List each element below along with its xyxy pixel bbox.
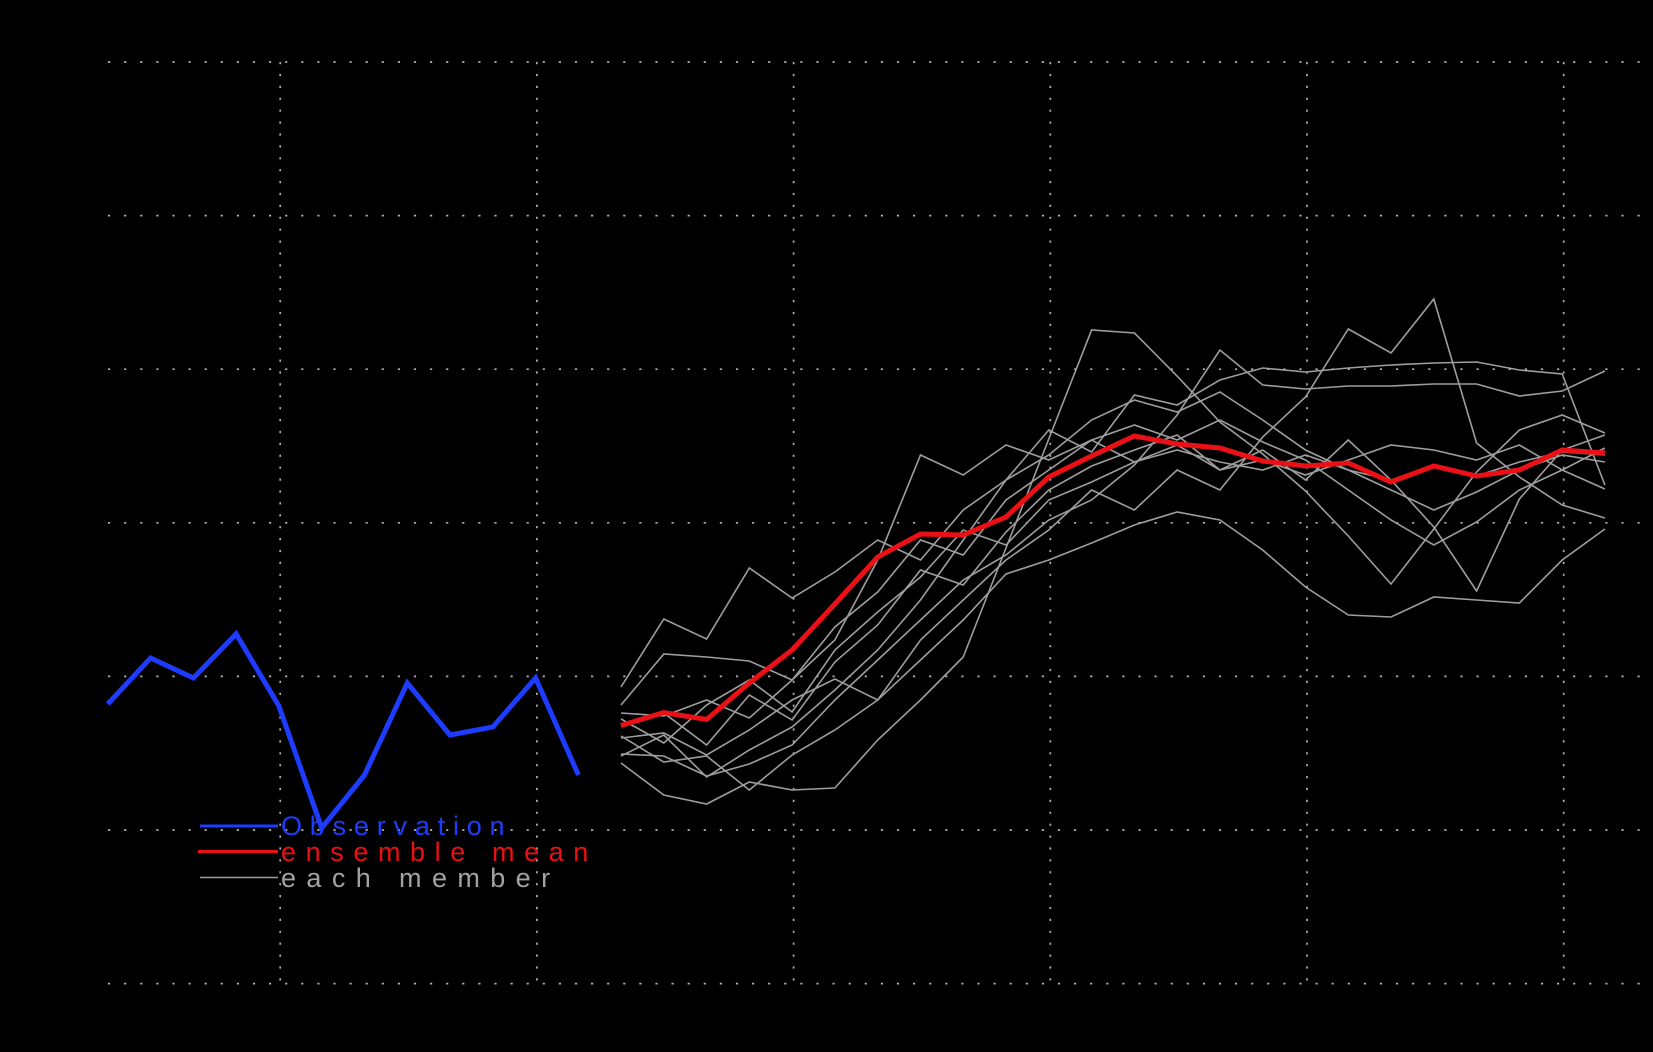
svg-text:each member: each member <box>281 863 560 893</box>
svg-text:ensemble mean: ensemble mean <box>281 837 598 867</box>
svg-text:Observation: Observation <box>281 811 512 841</box>
